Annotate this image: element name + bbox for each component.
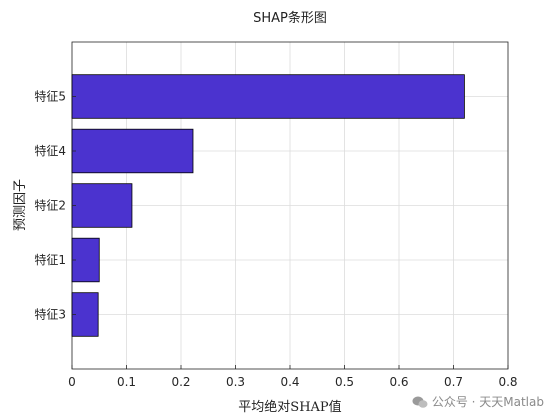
x-tick-label: 0.1 [117, 375, 136, 389]
bar-1 [71, 74, 465, 119]
x-tick-label: 0.5 [335, 375, 354, 389]
y-tick-label: 特征4 [34, 143, 66, 158]
x-tick-label: 0.7 [444, 375, 463, 389]
watermark-text: 公众号 · 天天Matlab [431, 395, 544, 409]
bar-2 [71, 128, 194, 174]
watermark: 公众号 · 天天Matlab [412, 393, 544, 410]
x-tick-label: 0.6 [389, 375, 408, 389]
chart-title: SHAP条形图 [253, 10, 327, 26]
y-tick-labels: 特征5 特征4 特征2 特征1 特征3 [34, 89, 76, 322]
x-axis-label: 平均绝对SHAP值 [238, 399, 341, 415]
bar-3 [71, 183, 133, 228]
x-tick-label: 0.3 [226, 375, 245, 389]
bar-5 [71, 292, 99, 337]
wechat-icon [412, 396, 428, 408]
x-tick-label: 0 [68, 375, 76, 389]
y-tick-label: 特征2 [34, 198, 66, 213]
y-tick-label: 特征5 [34, 89, 66, 104]
x-tick-label: 0.4 [280, 375, 299, 389]
y-tick-label: 特征3 [34, 307, 66, 322]
x-tick-label: 0.2 [171, 375, 190, 389]
x-tick-labels: 0 0.1 0.2 0.3 0.4 0.5 0.6 0.7 0.8 [68, 365, 518, 389]
x-tick-label: 0.8 [498, 375, 517, 389]
y-tick-label: 特征1 [34, 252, 66, 267]
bar-4 [71, 237, 100, 283]
y-axis-label: 预测因子 [13, 179, 28, 231]
